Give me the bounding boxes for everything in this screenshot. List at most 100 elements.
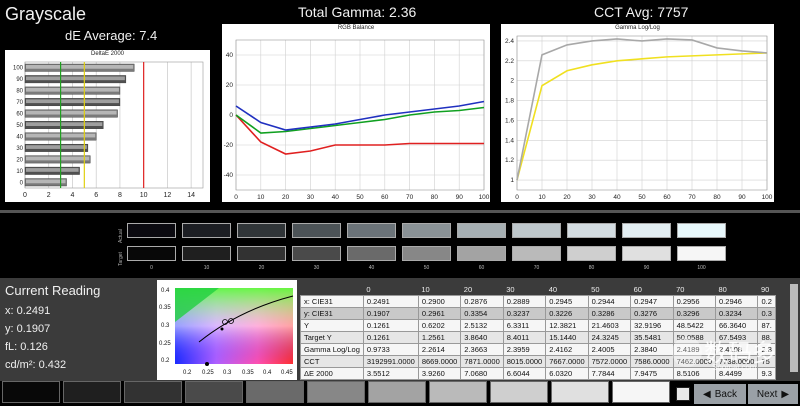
x-tick-label: 30	[307, 194, 315, 201]
reading-cdm2: cd/m²: 0.432	[5, 359, 67, 371]
cie-plot: 0.4 0.35 0.3 0.25 0.2 0.2 0.25 0.3 0.35 …	[159, 288, 293, 376]
table-header-cell: 20	[460, 284, 504, 296]
de-category-label: 40	[16, 134, 23, 140]
current-reading-title: Current Reading	[5, 283, 101, 298]
table-cell: 0.6202	[417, 319, 462, 332]
table-cell: 0.2956	[672, 295, 717, 308]
target-row-label: Target	[118, 252, 124, 266]
table-header-cell: 0	[363, 284, 419, 296]
swatch-label: 100	[697, 265, 706, 271]
de-xtick: 8	[118, 192, 122, 199]
next-button-label: Next	[756, 388, 778, 400]
y-tick-label: 2.2	[505, 58, 514, 65]
back-button[interactable]: ◀ Back	[694, 384, 746, 404]
bottom-swatch[interactable]	[2, 381, 60, 403]
table-cell: 0.3226	[545, 307, 589, 320]
table-row[interactable]: ΔE 2000 3.5512 3.9260 7.0680 6.6044 6.0320 7.7…	[300, 367, 776, 380]
table-cell: 2.2614	[417, 343, 462, 356]
table-row[interactable]: Y 0.1261 0.6202 2.5132 6.3311 12.3821 21.4603 3…	[300, 319, 776, 332]
plot-frame	[516, 35, 768, 191]
table-cell: Target Y	[300, 331, 364, 344]
table-header-cell: 90	[757, 284, 776, 296]
x-tick-label: 30	[588, 194, 596, 201]
de-bar	[24, 86, 121, 95]
table-cell: 0.2946	[715, 295, 759, 308]
bottom-swatch[interactable]	[612, 381, 670, 403]
next-arrow-icon: ▶	[781, 388, 790, 400]
x-tick-label: 10	[257, 194, 265, 201]
actual-swatch	[292, 223, 341, 238]
table-cell: 7.0680	[460, 367, 504, 380]
de-bar-highlight	[26, 145, 87, 149]
x-tick-label: 40	[332, 194, 340, 201]
table-cell: 8669.0000	[417, 355, 462, 368]
table-header-cell: 30	[503, 284, 546, 296]
table-cell: CCT	[300, 355, 364, 368]
de-bar-highlight	[26, 122, 103, 126]
next-button[interactable]: Next ▶	[748, 384, 798, 404]
cie-xtick: 0.3	[223, 370, 232, 376]
table-header-cell: 40	[545, 284, 589, 296]
table-cell: 2.3663	[460, 343, 504, 356]
table-row[interactable]: CCT 3192991.0000 8669.0000 7871.0000 8015.00…	[300, 355, 776, 368]
gamma-plot: 0 10 20 30 40 50 60 70 80 90 100 2.4 2.2 2 1.8 1.6 1.4 1.…	[505, 35, 773, 201]
de-xtick: 14	[187, 192, 195, 199]
delta-e-title: DeltaE 2000	[90, 51, 125, 57]
table-scrollbar[interactable]	[790, 284, 798, 372]
bottom-swatch[interactable]	[246, 381, 304, 403]
back-button-label: Back	[714, 388, 737, 400]
table-cell: 8.4011	[502, 331, 547, 344]
table-cell: 2.3840	[630, 343, 674, 356]
table-cell: 8.4499	[715, 367, 759, 380]
x-tick-label: 20	[282, 194, 290, 201]
y-tick-label: 1.6	[505, 117, 514, 124]
table-row[interactable]: y: CIE31 0.1907 0.2961 0.3354 0.3237 0.3226 0.…	[300, 307, 776, 320]
bottom-swatch[interactable]	[490, 381, 548, 403]
bottom-swatch[interactable]	[124, 381, 182, 403]
page-title: Grayscale	[5, 4, 87, 24]
de-xtick: 0	[23, 192, 27, 199]
rgb-balance-chart: RGB Balance 0 10 20 30 40 50 60 70 80 90 100 40 20 0 -…	[222, 24, 490, 202]
table-cell: 0.2876	[460, 295, 504, 308]
table-row[interactable]: Gamma Log/Log 0.9733 2.2614 2.3663 2.3959 2.4…	[300, 343, 776, 356]
cie-xtick: 0.35	[242, 370, 254, 376]
swatch-label: 50	[423, 265, 430, 271]
de-category-label: 10	[16, 169, 23, 175]
swatch-label: 10	[203, 265, 210, 271]
cie-xtick: 0.25	[202, 370, 214, 376]
de-bar-highlight	[26, 65, 134, 69]
bottom-swatch[interactable]	[368, 381, 426, 403]
de-bar	[24, 178, 67, 187]
table-cell: 9.3	[757, 367, 776, 380]
table-cell: 7.7844	[587, 367, 632, 380]
x-tick-label: 80	[713, 194, 721, 201]
target-swatch	[457, 246, 506, 261]
table-cell: 6.6044	[502, 367, 547, 380]
table-cell: Y	[300, 319, 364, 332]
stop-button[interactable]	[676, 387, 690, 401]
bottom-swatch[interactable]	[429, 381, 487, 403]
table-header-cell: 70	[673, 284, 716, 296]
table-row[interactable]: x: CIE31 0.2491 0.2900 0.2876 0.2889 0.2945 0.…	[300, 295, 776, 308]
actual-swatch	[127, 223, 176, 238]
table-cell: 2.4005	[587, 343, 632, 356]
cie-xtick: 0.2	[183, 370, 192, 376]
bottom-swatch[interactable]	[551, 381, 609, 403]
bottom-swatch[interactable]	[307, 381, 365, 403]
table-cell: 0.3234	[715, 307, 759, 320]
table-cell: 0.2	[757, 295, 776, 308]
actual-row-label: Actual	[118, 229, 124, 243]
bottom-swatch[interactable]	[63, 381, 121, 403]
target-swatch	[292, 246, 341, 261]
cie-ytick: 0.3	[161, 323, 170, 329]
bottom-swatch[interactable]	[185, 381, 243, 403]
table-cell: 0.3237	[502, 307, 547, 320]
de-bar	[24, 155, 91, 164]
de-xtick: 2	[47, 192, 51, 199]
de-category-label: 90	[16, 77, 23, 83]
de-xtick: 4	[71, 192, 75, 199]
de-bar-highlight	[26, 110, 117, 115]
table-cell: ΔE 2000	[300, 367, 364, 380]
y-tick-label: -40	[224, 172, 234, 179]
actual-swatch	[402, 223, 451, 238]
